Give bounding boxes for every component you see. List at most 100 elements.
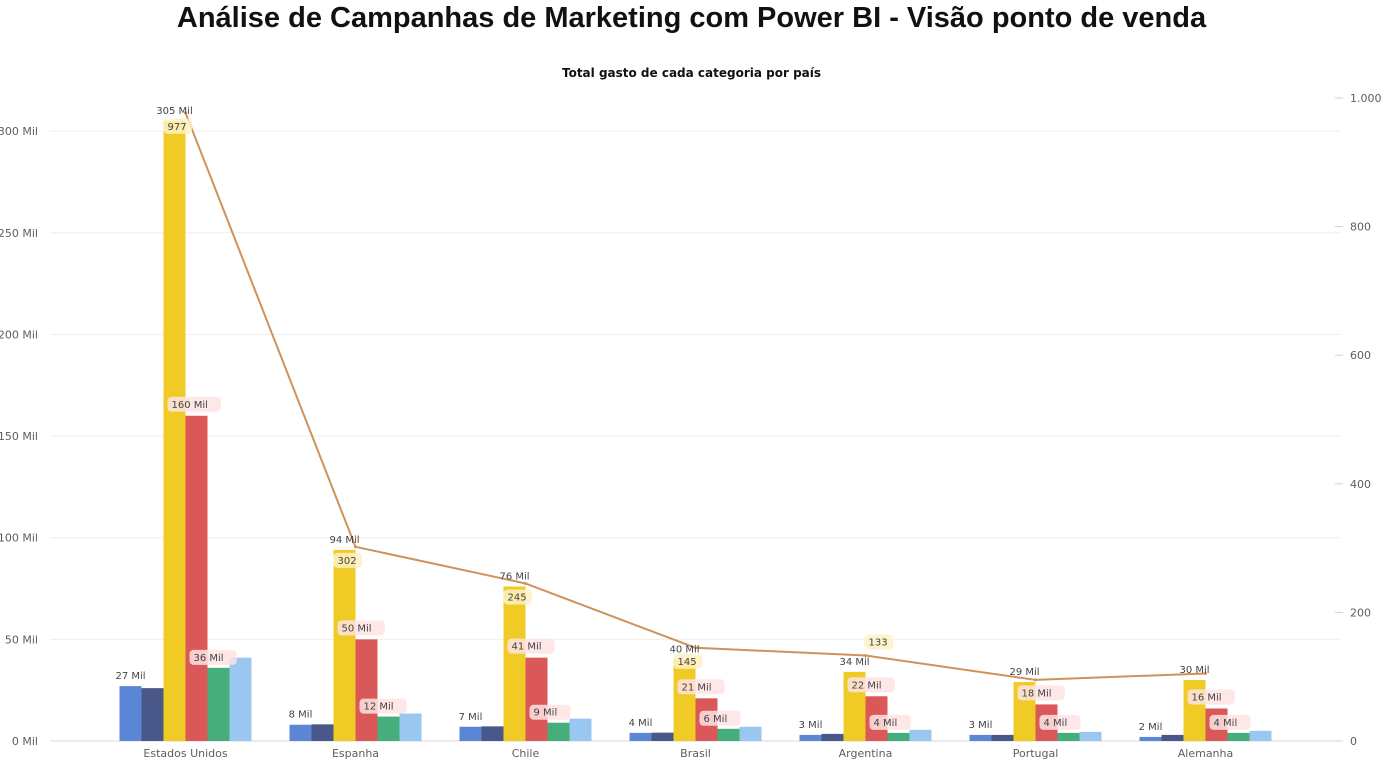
bar — [355, 639, 378, 741]
bar — [311, 724, 334, 741]
chart-title: Total gasto de cada categoria por país — [561, 66, 822, 80]
data-label-series-5: 9 Mil — [534, 708, 558, 719]
data-label-series-1: 3 Mil — [799, 720, 823, 731]
label-bg — [677, 679, 725, 695]
bar — [185, 415, 208, 741]
bar — [1139, 736, 1162, 741]
data-label-series-1: 8 Mil — [289, 710, 313, 721]
label-bg — [359, 698, 407, 714]
left-axis: 0 Mil 50 Mil 100 Mil 150 Mil 200 Mil 250 Mil 3… — [0, 125, 38, 748]
bar — [503, 586, 526, 741]
data-label-series-3: 305 Mil — [156, 106, 192, 117]
data-label-series-1: 4 Mil — [629, 718, 653, 729]
bar — [1249, 730, 1272, 741]
page-title: Análise de Campanhas de Marketing com Po… — [176, 2, 1207, 34]
label-bg — [529, 704, 571, 720]
x-tick-label: Chile — [512, 747, 540, 760]
y-right-tick-label: 800 — [1350, 221, 1371, 234]
y-left-tick-label: 50 Mil — [5, 633, 38, 646]
data-label-series-1: 3 Mil — [969, 720, 993, 731]
line-point — [1204, 671, 1207, 675]
x-tick-label: Brasil — [680, 747, 711, 760]
bar — [673, 659, 696, 741]
label-bg — [163, 118, 193, 134]
bar — [1079, 731, 1102, 741]
y-right-tick-label: 400 — [1350, 478, 1371, 491]
x-axis: Estados Unidos Espanha Chile Brasil Argentin… — [143, 747, 1233, 760]
bar — [1057, 732, 1080, 741]
label-bg — [503, 589, 533, 605]
line-point — [1034, 678, 1037, 682]
data-label-line: 145 — [678, 657, 697, 668]
bar — [569, 718, 592, 741]
line-point — [864, 653, 867, 657]
data-label-series-5: 4 Mil — [874, 718, 898, 729]
data-label-series-5: 4 Mil — [1044, 718, 1068, 729]
y-right-tick-label: 1.000 — [1350, 92, 1382, 105]
data-label-series-4: 18 Mil — [1022, 688, 1052, 699]
data-label-series-1: 7 Mil — [459, 712, 483, 723]
data-label-series-4: 160 Mil — [172, 400, 208, 411]
y-left-tick-label: 250 Mil — [0, 227, 38, 240]
bar — [399, 713, 422, 741]
x-tick-label: Alemanha — [1178, 747, 1234, 760]
bar — [909, 729, 932, 741]
line-point — [184, 111, 187, 115]
data-label-series-3: 40 Mil — [669, 645, 699, 656]
data-label-series-5: 36 Mil — [194, 653, 224, 664]
label-bg — [337, 620, 385, 636]
x-tick-label: Estados Unidos — [143, 747, 227, 760]
data-label-series-3: 94 Mil — [329, 535, 359, 546]
data-label-series-4: 50 Mil — [342, 623, 372, 634]
bar — [119, 686, 142, 741]
bar — [887, 732, 910, 741]
bar — [163, 121, 186, 741]
bar — [481, 726, 504, 741]
bar — [333, 549, 356, 741]
y-left-tick-label: 100 Mil — [0, 532, 38, 545]
bar — [547, 722, 570, 741]
data-label-series-5: 6 Mil — [704, 714, 728, 725]
data-label-line: 977 — [168, 122, 187, 133]
line-point — [524, 581, 527, 585]
y-right-tick-label: 200 — [1350, 606, 1371, 619]
bar — [1161, 734, 1184, 741]
line-series — [184, 111, 1207, 682]
data-label-series-1: 2 Mil — [1139, 722, 1163, 733]
data-label-series-3: 34 Mil — [839, 657, 869, 668]
bars — [119, 121, 1272, 741]
label-bg — [333, 552, 363, 568]
label-bg — [507, 638, 555, 654]
label-bg — [673, 653, 703, 669]
bar — [799, 734, 822, 741]
data-label-line: 133 — [869, 637, 888, 648]
label-bg — [864, 634, 894, 650]
label-bg — [1187, 689, 1235, 705]
line-point — [694, 646, 697, 650]
data-label-series-5: 12 Mil — [364, 702, 394, 713]
right-axis: 0 200 400 600 800 1.000 — [1335, 92, 1382, 748]
data-label-series-1: 27 Mil — [115, 671, 145, 682]
bar — [289, 724, 312, 741]
x-tick-label: Argentina — [839, 747, 893, 760]
data-label-series-3: 29 Mil — [1009, 667, 1039, 678]
data-label-line: 302 — [338, 556, 357, 567]
y-left-tick-label: 0 Mil — [12, 735, 38, 748]
data-label-series-3: 30 Mil — [1179, 665, 1209, 676]
bar — [651, 732, 674, 741]
y-left-tick-label: 150 Mil — [0, 430, 38, 443]
data-label-series-4: 41 Mil — [512, 642, 542, 653]
data-label-series-5: 4 Mil — [1214, 718, 1238, 729]
bar — [739, 726, 762, 741]
data-label-series-3: 76 Mil — [499, 572, 529, 583]
label-bg — [869, 714, 911, 730]
label-bg — [847, 677, 895, 693]
y-right-tick-label: 600 — [1350, 349, 1371, 362]
label-bg — [189, 649, 237, 665]
label-bg — [1017, 685, 1065, 701]
y-right-tick-label: 0 — [1350, 735, 1357, 748]
bar — [377, 716, 400, 741]
bar — [1227, 732, 1250, 741]
data-label-series-4: 16 Mil — [1192, 692, 1222, 703]
data-labels: 27 Mil 305 Mil 160 Mil 36 Mil 977 8 Mil 94 Mil… — [115, 106, 1251, 733]
